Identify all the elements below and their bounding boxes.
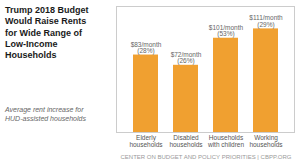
html-text:CENTER ON BUDGET AND POLICY PR: CENTER ON BUDGET AND POLICY PRIORITIES |… [120, 154, 292, 160]
svg-text:Elderlyhouseholds: Elderlyhouseholds [129, 134, 163, 148]
svg-text:$72/month(26%): $72/month(26%) [171, 51, 202, 66]
svg-text:Disabledhouseholds: Disabledhouseholds [169, 134, 203, 148]
svg-text:Householdswith children: Householdswith children [207, 134, 245, 148]
svg-text:$101/month(53%): $101/month(53%) [209, 24, 244, 39]
html-text:Average rent increase for HUD-: Average rent increase for HUD-assisted h… [5, 106, 86, 123]
svg-text:Workinghouseholds: Workinghouseholds [249, 134, 283, 148]
svg-text:$111/month(29%): $111/month(29%) [249, 14, 283, 29]
svg-text:$83/month(28%): $83/month(28%) [131, 41, 162, 56]
html-text:Trump 2018 Budget Would Raise: Trump 2018 Budget Would Raise Rents for … [5, 5, 89, 60]
